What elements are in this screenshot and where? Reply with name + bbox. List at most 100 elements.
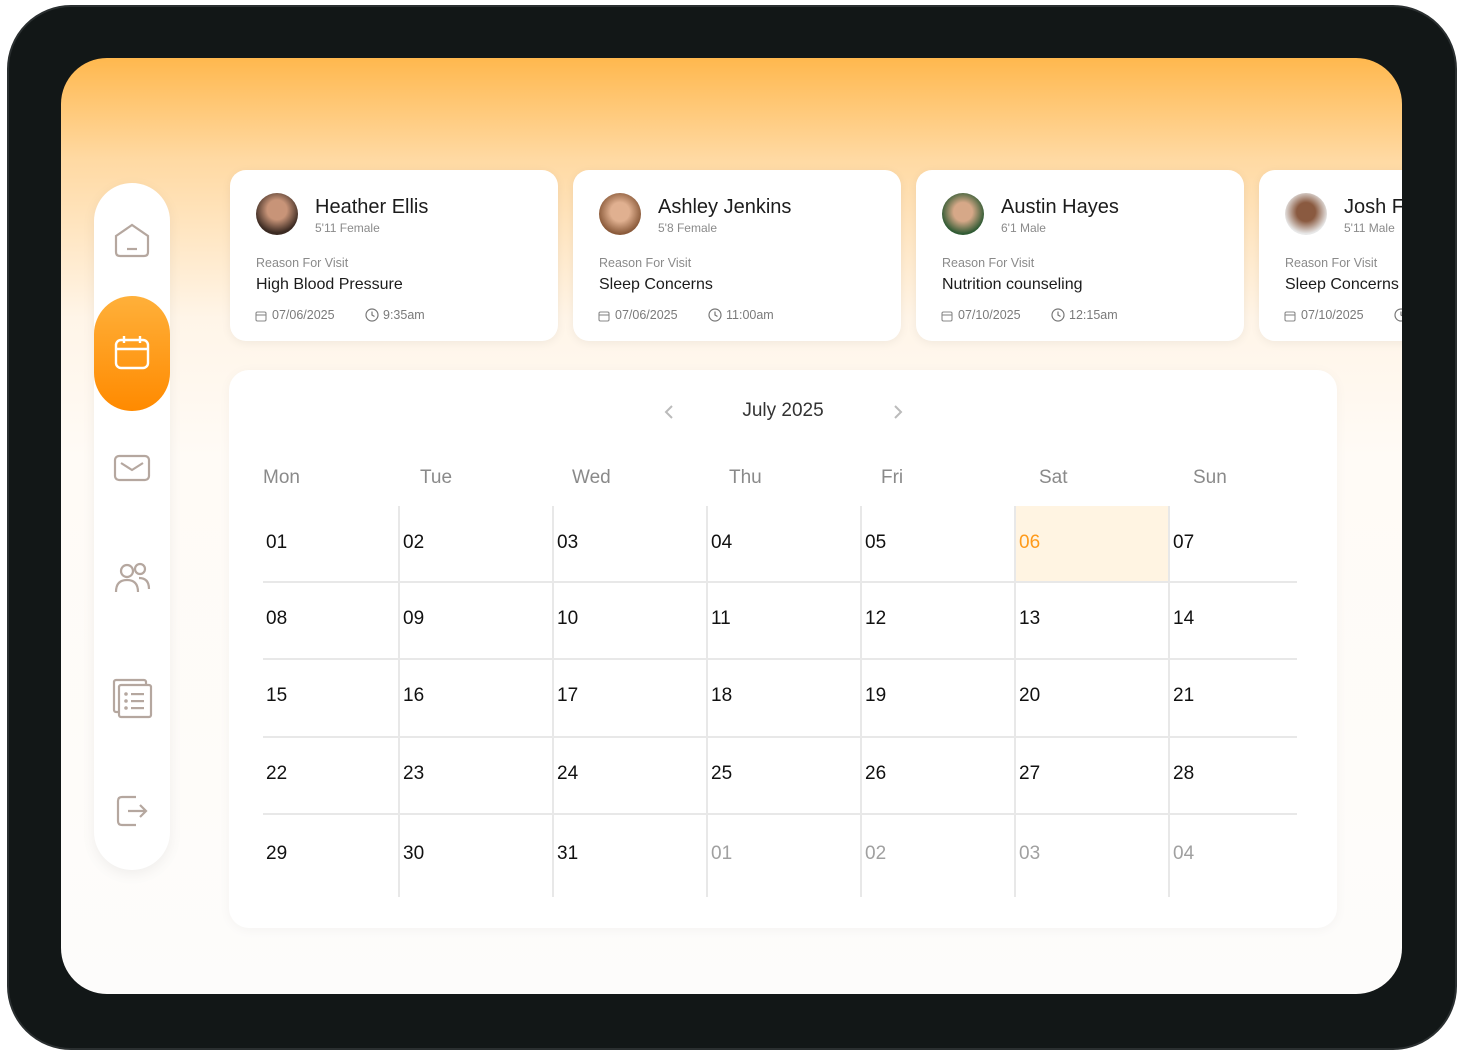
day-cell[interactable]: 18 <box>711 685 733 706</box>
visit-reason: Sleep Concerns <box>1285 276 1399 293</box>
day-cell[interactable]: 03 <box>1019 843 1041 864</box>
visit-date: 07/06/2025 <box>615 308 678 322</box>
day-cell[interactable]: 05 <box>865 531 887 553</box>
weekday-label: Mon <box>263 467 300 488</box>
date-icon <box>941 309 953 327</box>
day-cell[interactable]: 08 <box>266 607 288 629</box>
day-cell[interactable]: 10 <box>557 607 579 629</box>
day-cell[interactable]: 19 <box>865 685 887 706</box>
weekday-label: Fri <box>881 467 904 488</box>
day-cell[interactable]: 06 <box>1019 531 1041 553</box>
reason-label: Reason For Visit <box>1285 256 1378 270</box>
nav-reports[interactable] <box>94 668 170 728</box>
visit-date: 07/10/2025 <box>958 308 1021 322</box>
visit-time: 9:35am <box>383 308 425 322</box>
avatar <box>1285 193 1327 235</box>
day-cell[interactable]: 11 <box>711 607 731 629</box>
nav-calendar[interactable] <box>94 323 170 383</box>
day-cell[interactable]: 17 <box>557 685 579 706</box>
patient-name: Josh Fox <box>1344 196 1402 218</box>
day-cell[interactable]: 24 <box>557 762 579 784</box>
day-cell[interactable]: 04 <box>711 531 733 553</box>
day-cell[interactable]: 03 <box>557 531 579 553</box>
nav-messages[interactable] <box>94 438 170 498</box>
day-cell[interactable]: 27 <box>1019 762 1041 784</box>
patient-name: Ashley Jenkins <box>658 196 792 218</box>
row-divider <box>263 736 1297 738</box>
home-icon <box>114 223 150 258</box>
calendar: July 2025 Mon Tue Wed Thu Fri Sat Sun 01 02 03 04 0… <box>229 370 1337 928</box>
visit-reason: Sleep Concerns <box>599 276 713 293</box>
patient-details: 6'1 Male <box>1001 221 1046 235</box>
column-divider <box>1014 506 1016 897</box>
next-month[interactable] <box>888 402 908 422</box>
day-cell[interactable]: 28 <box>1173 762 1195 784</box>
nav-logout[interactable] <box>94 781 170 841</box>
month-title: July 2025 <box>742 400 824 421</box>
weekday-label: Wed <box>572 467 611 488</box>
day-cell[interactable]: 12 <box>865 607 887 629</box>
day-cell[interactable]: 01 <box>266 531 288 553</box>
appointment-card[interactable]: Ashley Jenkins 5'8 Female Reason For Visit… <box>573 170 901 341</box>
day-cell[interactable]: 29 <box>266 843 288 864</box>
date-icon <box>255 309 267 327</box>
date-icon <box>1284 309 1296 327</box>
appointment-card[interactable]: Josh Fox 5'11 Male Reason For Visit Sleep C… <box>1259 170 1402 341</box>
day-cell[interactable]: 13 <box>1019 607 1041 629</box>
logout-icon <box>116 795 148 827</box>
day-cell[interactable]: 21 <box>1173 685 1195 706</box>
visit-reason: High Blood Pressure <box>256 276 403 293</box>
nav-patients[interactable] <box>94 548 170 608</box>
users-icon <box>114 562 151 593</box>
day-cell[interactable]: 15 <box>266 685 288 706</box>
patient-name: Austin Hayes <box>1001 196 1119 218</box>
day-cell[interactable]: 20 <box>1019 685 1041 706</box>
reason-label: Reason For Visit <box>256 256 349 270</box>
day-cell[interactable]: 01 <box>711 843 733 864</box>
day-cell[interactable]: 14 <box>1173 607 1195 629</box>
day-cell[interactable]: 26 <box>865 762 887 784</box>
visit-date: 07/06/2025 <box>272 308 335 322</box>
screen: Heather Ellis 5'11 Female Reason For Visit… <box>61 58 1402 994</box>
day-cell[interactable]: 02 <box>403 531 425 553</box>
avatar <box>599 193 641 235</box>
patient-details: 5'11 Female <box>315 221 380 235</box>
today-highlight <box>1014 506 1168 581</box>
day-cell[interactable]: 07 <box>1173 531 1195 553</box>
day-cell[interactable]: 31 <box>557 843 579 864</box>
row-divider <box>263 581 1297 583</box>
reason-label: Reason For Visit <box>942 256 1035 270</box>
day-cell[interactable]: 22 <box>266 762 288 784</box>
date-icon <box>598 309 610 327</box>
visit-date: 07/10/2025 <box>1301 308 1364 322</box>
weekday-label: Thu <box>729 467 762 488</box>
appointment-card[interactable]: Heather Ellis 5'11 Female Reason For Visit… <box>230 170 558 341</box>
column-divider <box>1168 506 1170 897</box>
day-cell[interactable]: 30 <box>403 843 425 864</box>
day-cell[interactable]: 02 <box>865 843 887 864</box>
weekday-label: Sun <box>1193 467 1227 488</box>
time-icon <box>365 308 379 327</box>
appointment-card[interactable]: Austin Hayes 6'1 Male Reason For Visit Nutr… <box>916 170 1244 341</box>
day-cell[interactable]: 09 <box>403 607 425 629</box>
nav-home[interactable] <box>94 210 170 270</box>
weekday-label: Tue <box>420 467 453 488</box>
patient-details: 5'11 Male <box>1344 221 1395 235</box>
mail-icon <box>113 454 151 482</box>
day-cell[interactable]: 16 <box>403 685 425 706</box>
weekday-label: Sat <box>1039 467 1068 488</box>
patient-details: 5'8 Female <box>658 221 717 235</box>
column-divider <box>552 506 554 897</box>
day-cell[interactable]: 25 <box>711 762 733 784</box>
reports-icon <box>112 678 153 719</box>
visit-time: 11:00am <box>726 308 774 322</box>
avatar <box>256 193 298 235</box>
day-cell[interactable]: 04 <box>1173 843 1195 864</box>
reason-label: Reason For Visit <box>599 256 692 270</box>
column-divider <box>860 506 862 897</box>
prev-month[interactable] <box>659 402 679 422</box>
day-cell[interactable]: 23 <box>403 762 425 784</box>
calendar-icon <box>114 336 150 370</box>
active-nav-highlight <box>94 296 170 411</box>
